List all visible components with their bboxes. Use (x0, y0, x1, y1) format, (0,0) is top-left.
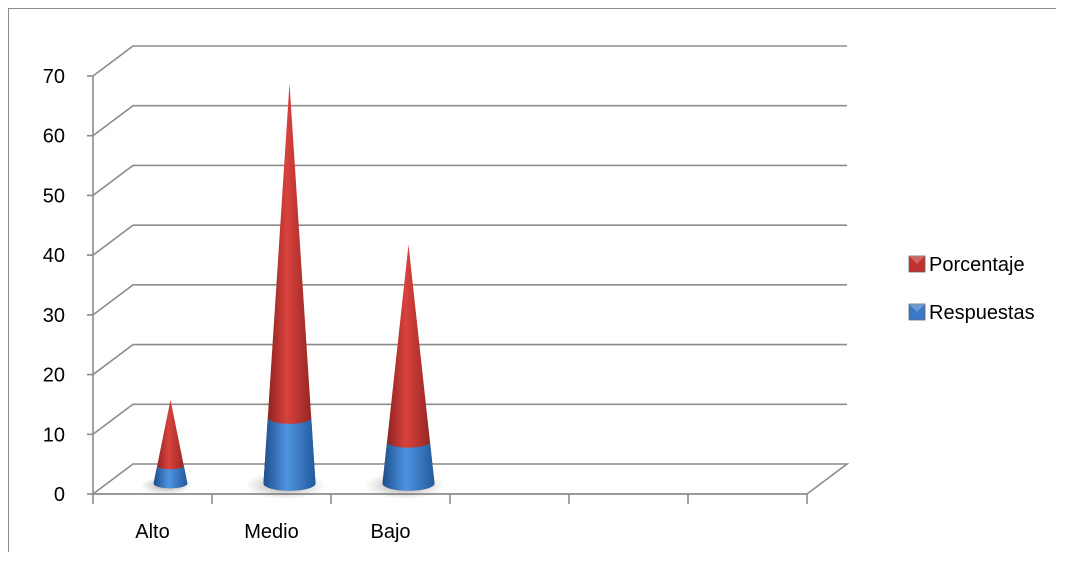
cone-segment-porcentaje (382, 244, 435, 491)
gridline (92, 403, 847, 435)
cone-segment-porcentaje (153, 399, 188, 489)
x-tick-label: Bajo (370, 521, 410, 543)
y-tick-labels: 0 10 20 30 40 50 60 70 (43, 66, 65, 506)
y-tick-label: 30 (43, 305, 65, 327)
cone-segment-porcentaje (263, 83, 316, 491)
x-tick-label: Alto (135, 521, 169, 543)
cone-bajo (364, 244, 445, 500)
gridline (92, 284, 847, 316)
chart-floor (90, 463, 850, 495)
cone-medio (245, 83, 326, 500)
y-tick-label: 50 (43, 185, 65, 207)
cone-alto (140, 399, 193, 495)
gridline (92, 224, 847, 256)
legend: Porcentaje Respuestas (908, 254, 1035, 324)
legend-swatch (908, 303, 926, 321)
cone-segment-respuestas (382, 441, 435, 491)
legend-swatch-highlight (909, 304, 925, 312)
legend-swatch (908, 255, 926, 273)
y-tick-label: 20 (43, 365, 65, 387)
chart-area (8, 8, 1056, 552)
legend-label: Porcentaje (929, 254, 1025, 276)
grid-lines (92, 45, 847, 435)
gridline (92, 343, 847, 376)
cone-segment-respuestas (153, 465, 188, 489)
cone-segment-respuestas (263, 417, 316, 491)
chart-walls (90, 463, 850, 495)
gridline (92, 45, 847, 77)
gridline (92, 104, 847, 137)
y-tick-label: 70 (43, 66, 65, 88)
gridline (92, 164, 847, 197)
y-tick-label: 10 (43, 424, 65, 446)
y-tick-label: 60 (43, 126, 65, 148)
legend-swatch-highlight (909, 256, 925, 264)
axes (87, 75, 808, 504)
y-tick-label: 40 (43, 245, 65, 267)
cones (140, 83, 445, 500)
x-tick-labels: Alto Medio Bajo (135, 521, 410, 543)
x-tick-label: Medio (244, 521, 298, 543)
y-tick-label: 0 (54, 484, 65, 506)
legend-label: Respuestas (929, 302, 1035, 324)
